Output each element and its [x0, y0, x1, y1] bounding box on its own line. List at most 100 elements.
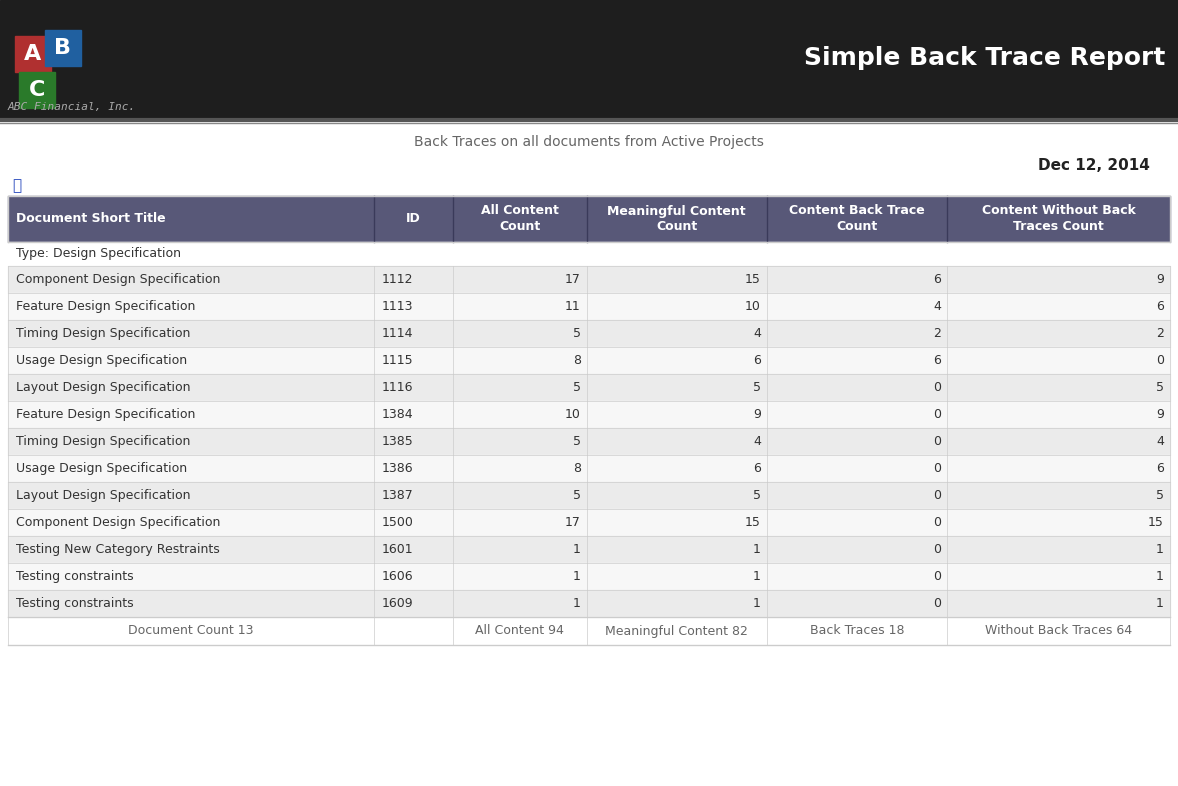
Text: 0: 0: [933, 462, 941, 475]
Bar: [8, 590, 1170, 617]
Text: Testing constraints: Testing constraints: [16, 597, 133, 610]
Text: 1386: 1386: [382, 462, 413, 475]
Text: 0: 0: [1156, 354, 1164, 367]
Text: 0: 0: [933, 435, 941, 448]
Bar: [8, 482, 1170, 509]
Text: ⛓: ⛓: [12, 178, 21, 193]
Text: Content Without Back
Traces Count: Content Without Back Traces Count: [981, 204, 1136, 233]
Text: 8: 8: [573, 462, 581, 475]
Text: Type: Design Specification: Type: Design Specification: [16, 248, 181, 260]
Text: 1: 1: [573, 543, 581, 556]
Text: 9: 9: [753, 408, 761, 421]
Text: 6: 6: [1156, 462, 1164, 475]
Text: 1113: 1113: [382, 300, 413, 313]
Text: 0: 0: [933, 597, 941, 610]
Text: 1: 1: [753, 543, 761, 556]
Bar: [8, 617, 1170, 645]
Text: 1: 1: [753, 570, 761, 583]
Text: 10: 10: [564, 408, 581, 421]
Text: 0: 0: [933, 570, 941, 583]
Text: 6: 6: [933, 354, 941, 367]
Text: 6: 6: [933, 273, 941, 286]
Text: 5: 5: [753, 489, 761, 502]
Text: 4: 4: [1156, 435, 1164, 448]
Text: Back Traces on all documents from Active Projects: Back Traces on all documents from Active…: [413, 135, 765, 149]
Text: Testing constraints: Testing constraints: [16, 570, 133, 583]
Text: 5: 5: [573, 327, 581, 340]
Text: 2: 2: [1156, 327, 1164, 340]
Bar: [8, 401, 1170, 428]
Bar: [15, 36, 51, 72]
Text: 15: 15: [744, 273, 761, 286]
Text: Dec 12, 2014: Dec 12, 2014: [1038, 159, 1150, 174]
Text: Meaningful Content 82: Meaningful Content 82: [605, 625, 748, 637]
Text: 1114: 1114: [382, 327, 413, 340]
Text: 1609: 1609: [382, 597, 413, 610]
Text: 5: 5: [1156, 381, 1164, 394]
Text: All Content
Count: All Content Count: [481, 204, 558, 233]
Text: ID: ID: [406, 212, 421, 226]
Text: 1116: 1116: [382, 381, 413, 394]
Text: ABC Financial, Inc.: ABC Financial, Inc.: [8, 102, 137, 112]
Text: 6: 6: [753, 462, 761, 475]
Bar: [8, 509, 1170, 536]
Text: 1115: 1115: [382, 354, 413, 367]
Text: 5: 5: [753, 381, 761, 394]
Text: 5: 5: [573, 489, 581, 502]
Text: 1385: 1385: [382, 435, 413, 448]
Text: 15: 15: [744, 516, 761, 529]
Bar: [8, 347, 1170, 374]
Bar: [8, 428, 1170, 455]
Bar: [8, 563, 1170, 590]
Text: Meaningful Content
Count: Meaningful Content Count: [608, 204, 746, 233]
Text: 0: 0: [933, 408, 941, 421]
Bar: [8, 374, 1170, 401]
Text: Document Count 13: Document Count 13: [128, 625, 253, 637]
Text: 4: 4: [933, 300, 941, 313]
Text: 15: 15: [1149, 516, 1164, 529]
Text: 2: 2: [933, 327, 941, 340]
Text: Layout Design Specification: Layout Design Specification: [16, 381, 191, 394]
Text: Without Back Traces 64: Without Back Traces 64: [985, 625, 1132, 637]
Bar: [19, 72, 55, 108]
Text: 1387: 1387: [382, 489, 413, 502]
Bar: [8, 455, 1170, 482]
Text: 11: 11: [565, 300, 581, 313]
Bar: [0, 0, 1178, 120]
Text: 1: 1: [573, 597, 581, 610]
Bar: [8, 320, 1170, 347]
Text: 17: 17: [564, 273, 581, 286]
Text: Feature Design Specification: Feature Design Specification: [16, 300, 196, 313]
Text: Usage Design Specification: Usage Design Specification: [16, 354, 187, 367]
Text: 0: 0: [933, 516, 941, 529]
Text: 8: 8: [573, 354, 581, 367]
Text: 1500: 1500: [382, 516, 413, 529]
Text: Usage Design Specification: Usage Design Specification: [16, 462, 187, 475]
Text: 1384: 1384: [382, 408, 413, 421]
Text: 9: 9: [1156, 408, 1164, 421]
Bar: [8, 293, 1170, 320]
Text: 1: 1: [1156, 597, 1164, 610]
Text: 4: 4: [753, 327, 761, 340]
Text: B: B: [54, 38, 72, 58]
Text: 1601: 1601: [382, 543, 413, 556]
Text: 5: 5: [573, 381, 581, 394]
Bar: [8, 196, 1170, 242]
Text: C: C: [28, 80, 45, 100]
Text: 4: 4: [753, 435, 761, 448]
Text: 0: 0: [933, 543, 941, 556]
Text: 1: 1: [1156, 570, 1164, 583]
Text: 5: 5: [1156, 489, 1164, 502]
Text: Timing Design Specification: Timing Design Specification: [16, 435, 191, 448]
Bar: [45, 30, 81, 66]
Text: 1: 1: [573, 570, 581, 583]
Bar: [8, 266, 1170, 293]
Text: 1: 1: [753, 597, 761, 610]
Text: Content Back Trace
Count: Content Back Trace Count: [789, 204, 925, 233]
Bar: [8, 242, 1170, 266]
Text: Component Design Specification: Component Design Specification: [16, 516, 220, 529]
Text: Layout Design Specification: Layout Design Specification: [16, 489, 191, 502]
Text: 10: 10: [744, 300, 761, 313]
Text: 1606: 1606: [382, 570, 413, 583]
Text: 5: 5: [573, 435, 581, 448]
